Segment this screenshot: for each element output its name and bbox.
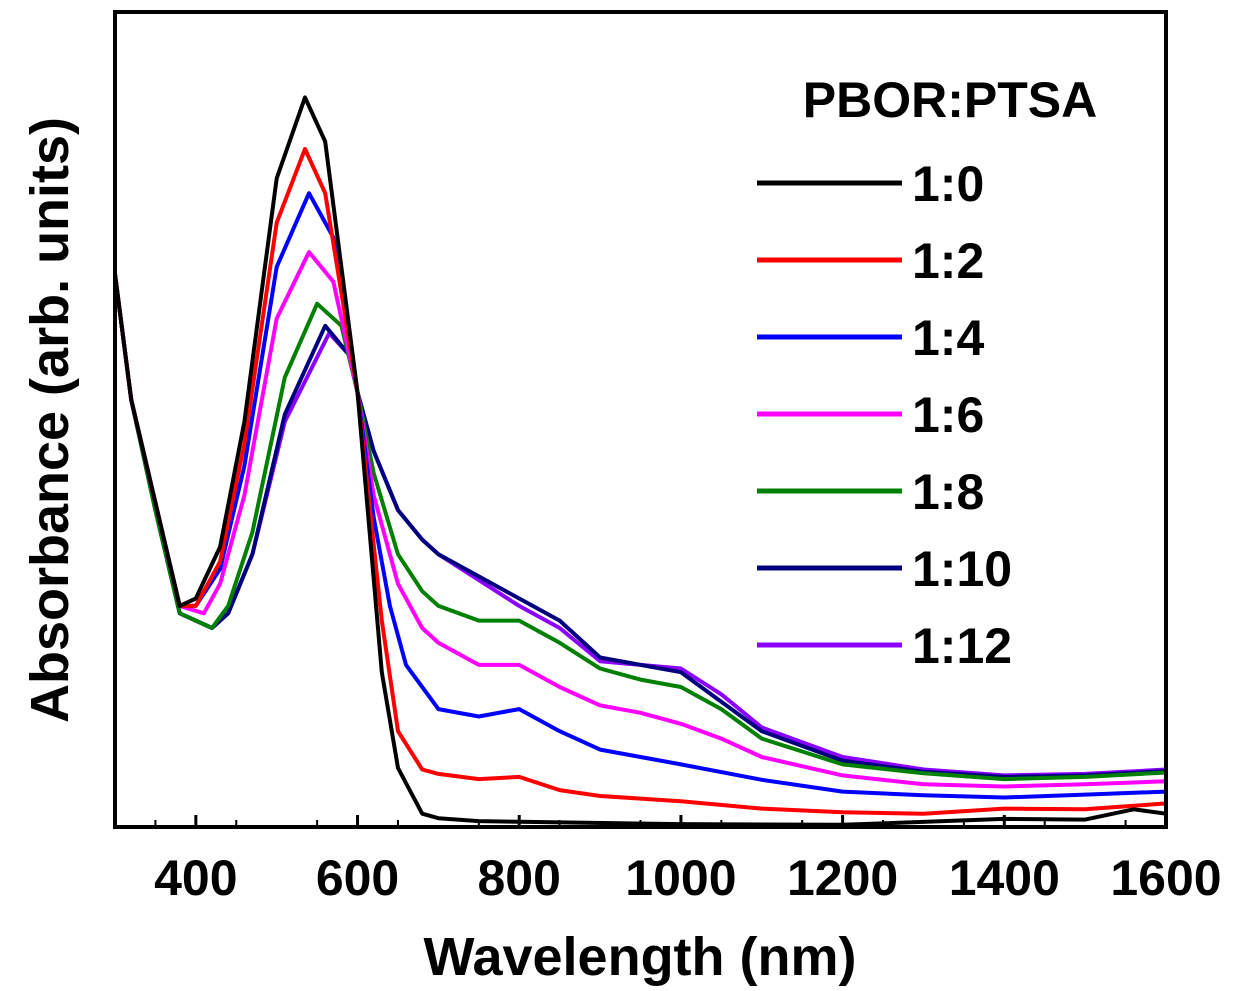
plot-frame — [113, 10, 1168, 829]
plot-series — [113, 95, 1167, 827]
legend-label-2: 1:4 — [912, 310, 984, 366]
x-tick-label: 1600 — [1110, 850, 1221, 906]
x-tick-label: 600 — [316, 850, 399, 906]
legend-label-1: 1:2 — [912, 233, 984, 289]
legend-label-4: 1:8 — [912, 464, 984, 520]
x-axis-ticks: 400 600 800 1000 1200 1400 1600 — [154, 815, 1222, 906]
legend-title: PBOR:PTSA — [803, 72, 1097, 128]
legend-label-6: 1:12 — [912, 618, 1012, 674]
x-tick-label: 1200 — [787, 850, 898, 906]
legend-label-5: 1:10 — [912, 541, 1012, 597]
legend-label-3: 1:6 — [912, 387, 984, 443]
x-tick-label: 800 — [478, 850, 561, 906]
series-line-3 — [113, 250, 1167, 789]
y-axis-title: Absorbance (arb. units) — [20, 117, 80, 723]
legend: PBOR:PTSA 1:0 1:2 1:4 1:6 1:8 1:10 1:12 — [757, 72, 1097, 674]
legend-label-0: 1:0 — [912, 156, 984, 212]
series-line-1 — [113, 147, 1167, 816]
series-line-5 — [113, 274, 1167, 779]
series-line-2 — [113, 191, 1167, 800]
x-axis-title: Wavelength (nm) — [423, 927, 856, 987]
legend-items: 1:0 1:2 1:4 1:6 1:8 1:10 1:12 — [757, 156, 1012, 674]
x-tick-label: 1000 — [625, 850, 736, 906]
series-line-0 — [113, 95, 1167, 827]
series-line-4 — [113, 274, 1167, 782]
x-tick-label: 400 — [154, 850, 237, 906]
x-tick-label: 1400 — [949, 850, 1060, 906]
